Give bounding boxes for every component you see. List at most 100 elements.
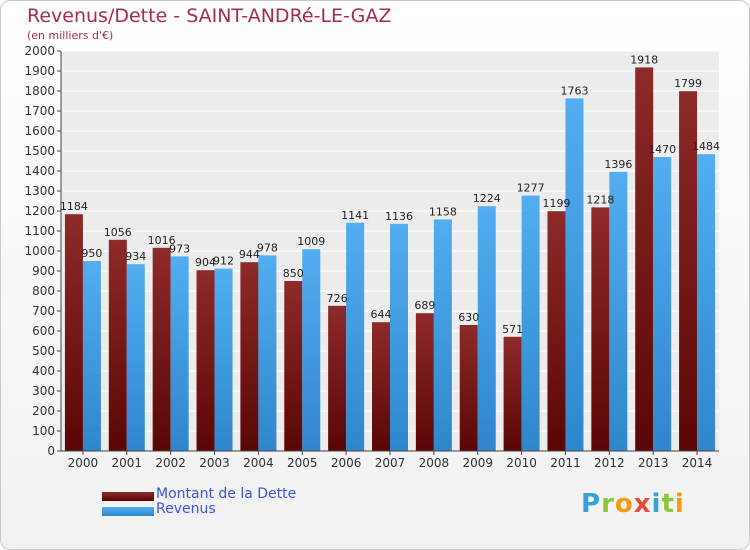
x-tick-label: 2001 — [112, 456, 143, 470]
data-label-revenus: 950 — [81, 247, 102, 260]
x-tick-label: 2007 — [375, 456, 406, 470]
y-tick-label: 1700 — [24, 104, 55, 118]
y-tick-label: 300 — [32, 384, 55, 398]
logo-letter: P — [581, 489, 602, 519]
data-label-dette: 850 — [283, 267, 304, 280]
bar-revenus — [346, 222, 365, 451]
data-label-dette: 1799 — [674, 77, 702, 90]
bar-revenus — [214, 268, 233, 451]
data-label-revenus: 1141 — [341, 209, 369, 222]
legend-label-revenus: Revenus — [156, 501, 216, 517]
y-tick-label: 400 — [32, 364, 55, 378]
bar-dette — [328, 305, 347, 451]
x-tick-label: 2006 — [331, 456, 362, 470]
bar-revenus — [477, 206, 496, 451]
data-label-dette: 1056 — [104, 226, 132, 239]
data-label-revenus: 1158 — [429, 205, 457, 218]
bar-dette — [459, 325, 478, 451]
data-label-dette: 1218 — [586, 193, 614, 206]
data-label-dette: 630 — [458, 311, 479, 324]
y-tick-label: 600 — [32, 324, 55, 338]
x-tick-label: 2013 — [638, 456, 669, 470]
bar-revenus — [82, 261, 101, 451]
data-label-dette: 571 — [502, 323, 523, 336]
logo-letter: i — [674, 489, 685, 519]
y-tick-label: 1100 — [24, 224, 55, 238]
x-tick-label: 2011 — [550, 456, 581, 470]
y-tick-label: 1200 — [24, 204, 55, 218]
logo-letter: r — [601, 489, 615, 519]
x-tick-label: 2012 — [594, 456, 625, 470]
y-tick-label: 1400 — [24, 164, 55, 178]
y-tick-label: 1300 — [24, 184, 55, 198]
bar-dette — [152, 247, 171, 451]
data-label-dette: 1199 — [542, 197, 570, 210]
data-label-revenus: 978 — [257, 241, 278, 254]
x-tick-label: 2004 — [243, 456, 274, 470]
bar-revenus — [390, 223, 408, 451]
bar-dette — [240, 262, 259, 451]
data-label-revenus: 1009 — [297, 235, 325, 248]
bar-dette — [64, 214, 83, 451]
data-label-revenus: 934 — [125, 250, 146, 263]
data-label-revenus: 1396 — [604, 158, 632, 171]
bar-dette — [503, 336, 522, 451]
data-label-dette: 904 — [195, 256, 216, 269]
y-tick-label: 1600 — [24, 124, 55, 138]
y-tick-label: 1900 — [24, 64, 55, 78]
x-tick-label: 2014 — [682, 456, 713, 470]
bar-dette — [284, 281, 303, 451]
data-label-dette: 644 — [371, 308, 392, 321]
bar-revenus — [126, 264, 145, 451]
x-tick-label: 2010 — [506, 456, 537, 470]
data-label-revenus: 1484 — [692, 140, 720, 153]
logo-letter: t — [661, 489, 675, 519]
data-label-dette: 1184 — [60, 200, 88, 213]
data-label-dette: 689 — [414, 299, 435, 312]
x-tick-label: 2000 — [68, 456, 99, 470]
bar-dette — [372, 322, 390, 451]
x-tick-label: 2003 — [199, 456, 230, 470]
bar-dette — [591, 207, 610, 451]
y-tick-label: 1500 — [24, 144, 55, 158]
x-tick-label: 2005 — [287, 456, 318, 470]
data-label-revenus: 1470 — [648, 143, 676, 156]
y-tick-label: 0 — [47, 444, 55, 458]
bar-dette — [635, 67, 654, 452]
bar-dette — [415, 313, 434, 451]
y-tick-label: 700 — [32, 304, 55, 318]
y-tick-label: 800 — [32, 284, 55, 298]
bar-revenus — [565, 98, 584, 452]
proxiti-logo: Proxiti — [581, 489, 685, 519]
x-tick-label: 2002 — [155, 456, 186, 470]
bar-revenus — [170, 256, 189, 451]
chart-title: Revenus/Dette - SAINT-ANDRé-LE-GAZ — [27, 5, 392, 27]
bar-revenus — [653, 157, 672, 451]
logo-letter: x — [633, 489, 652, 519]
bar-revenus — [609, 171, 628, 452]
y-tick-label: 200 — [32, 404, 55, 418]
logo-letter: o — [614, 489, 634, 519]
bar-revenus — [697, 154, 716, 451]
y-tick-label: 500 — [32, 344, 55, 358]
y-tick-label: 900 — [32, 264, 55, 278]
legend-swatch-dette — [102, 492, 154, 501]
data-label-dette: 1918 — [630, 53, 658, 66]
bar-revenus — [258, 255, 277, 451]
bar-dette — [547, 211, 566, 451]
bar-dette — [108, 239, 127, 451]
data-label-revenus: 1277 — [517, 182, 545, 195]
y-tick-label: 1800 — [24, 84, 55, 98]
chart-subtitle: (en milliers d'€) — [27, 29, 114, 42]
data-label-revenus: 912 — [213, 255, 234, 268]
y-tick-label: 1000 — [24, 244, 55, 258]
x-tick-label: 2008 — [419, 456, 450, 470]
y-tick-label: 2000 — [24, 44, 55, 58]
data-label-revenus: 973 — [169, 242, 190, 255]
bar-dette — [679, 91, 698, 451]
data-label-revenus: 1136 — [385, 210, 413, 223]
x-tick-label: 2009 — [462, 456, 493, 470]
data-label-revenus: 1224 — [473, 192, 501, 205]
